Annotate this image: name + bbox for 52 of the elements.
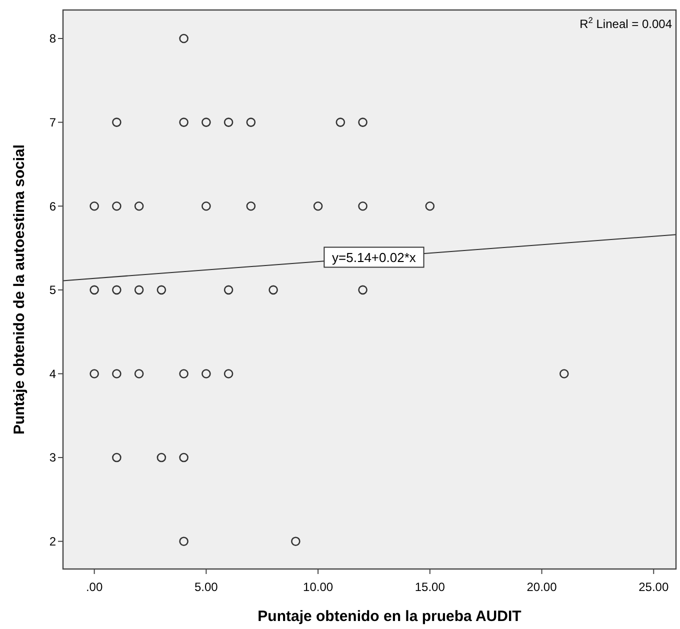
- point: [156, 285, 166, 295]
- point: [112, 369, 122, 378]
- point: [336, 118, 346, 127]
- y-tick-label: 6: [49, 199, 56, 214]
- point: [268, 285, 278, 295]
- point: [425, 201, 435, 211]
- point: [179, 118, 188, 127]
- point: [291, 536, 300, 546]
- x-tick-label: 20.00: [526, 580, 558, 594]
- point: [358, 285, 368, 295]
- point: [246, 201, 256, 211]
- point: [112, 452, 122, 462]
- point: [224, 369, 234, 378]
- y-tick-label: 5: [49, 283, 56, 298]
- point: [156, 452, 166, 462]
- point: [112, 285, 122, 295]
- point: [202, 369, 211, 378]
- annotation: R$^{2}$ Lineal = 0.004: [580, 15, 672, 31]
- x-tick-label: .00: [86, 580, 103, 594]
- point: [90, 285, 99, 295]
- x-axis-title: Puntaje obtenido en la prueba AUDIT: [258, 608, 522, 625]
- point: [202, 201, 211, 211]
- point: [90, 201, 99, 211]
- y-tick-label: 8: [49, 32, 56, 46]
- point: [112, 201, 122, 211]
- x-tick-label: 25.00: [638, 580, 669, 594]
- point: [112, 118, 122, 127]
- y-tick-label: 4: [49, 366, 56, 381]
- point: [134, 201, 144, 211]
- point: [90, 369, 99, 378]
- point: [179, 536, 188, 546]
- point: [246, 118, 256, 127]
- point: [224, 118, 234, 127]
- y-axis-title: Puntaje obtenido de la autoestima social: [11, 144, 28, 435]
- y-tick-label: 2: [49, 534, 56, 549]
- annotation: y=5.14+0.02*x: [332, 250, 416, 265]
- point: [134, 369, 144, 378]
- point: [358, 201, 368, 211]
- point: [559, 369, 569, 378]
- point: [179, 452, 188, 462]
- x-tick-label: 5.00: [194, 580, 218, 594]
- point: [179, 34, 188, 44]
- point: [134, 285, 144, 295]
- x-tick-label: 10.00: [303, 580, 334, 594]
- point: [179, 369, 188, 378]
- y-tick-label: 7: [49, 116, 56, 130]
- point: [202, 118, 211, 127]
- y-tick-label: 3: [49, 450, 56, 465]
- x-tick-label: 15.00: [414, 580, 446, 594]
- point: [358, 118, 368, 127]
- point: [313, 201, 323, 211]
- point: [224, 285, 234, 295]
